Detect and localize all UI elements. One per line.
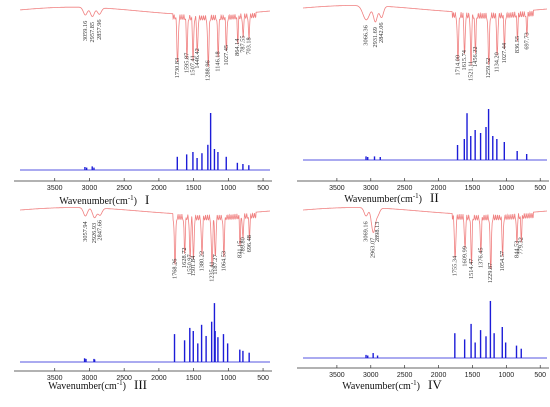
experimental-spectrum-IV (303, 207, 547, 270)
x-axis-title-II: Wavenumber(cm-1) (344, 192, 422, 205)
x-tick-label: 500 (534, 372, 546, 379)
peak-label: 2963.07 (370, 238, 377, 258)
peak-label: 3069.16 (363, 221, 370, 241)
peak-label: 1380.22 (198, 251, 205, 271)
peak-label: 1609.99 (461, 246, 468, 266)
x-tick-label: 1500 (186, 375, 202, 382)
peak-label: 864.14 (234, 38, 241, 56)
x-tick-label: 1000 (499, 185, 515, 192)
x-tick-label: 1500 (465, 372, 481, 379)
peak-label: 787.55 (240, 35, 247, 52)
x-tick-label: 3500 (47, 375, 63, 382)
panel-label-III: III (134, 377, 147, 392)
peak-label: 2926.93 (91, 223, 98, 243)
x-tick-label: 2500 (397, 372, 413, 379)
x-tick-label: 2500 (397, 185, 413, 192)
x-axis-title-III: Wavenumber(cm-1) (48, 379, 126, 392)
peak-label: 2847.66 (96, 220, 103, 240)
peak-label: 1376.45 (477, 248, 484, 268)
peak-label: 1514.47 (468, 259, 475, 279)
x-axis-title-I: Wavenumber(cm-1) (59, 194, 137, 207)
x-tick-label: 2000 (151, 375, 167, 382)
peak-label: 836.55 (514, 36, 521, 53)
peak-label: 1595.87 (183, 53, 190, 73)
peak-label: 1755.34 (452, 255, 459, 276)
x-tick-label: 500 (257, 375, 269, 382)
peak-label: 3059.16 (82, 21, 89, 41)
peak-label: 779.32 (518, 237, 525, 254)
peak-label: 3066.36 (363, 25, 370, 45)
panel-I: 3059.16 2957.85 2857.96 1730.83 1595.87 1507.… (14, 6, 272, 207)
peak-label: 1288.96 (205, 60, 212, 80)
x-tick-label: 1500 (465, 185, 481, 192)
x-tick-label: 3000 (82, 375, 98, 382)
peak-label: 1146.18 (215, 51, 222, 71)
peak-label: 831.15 (237, 241, 244, 258)
peak-label: 1229.87 (487, 263, 494, 283)
x-tick-label: 3500 (329, 372, 345, 379)
x-tick-label: 3500 (47, 185, 63, 192)
experimental-spectrum-II (303, 5, 547, 66)
peak-label: 696.48 (246, 235, 253, 252)
peak-label: 1064.53 (220, 251, 227, 271)
experimental-spectrum-III (20, 207, 270, 267)
x-tick-label: 2500 (116, 185, 132, 192)
panel-II: 3066.36 2931.69 2842.06 1714.00 1615.741521.… (297, 5, 549, 205)
x-tick-label: 1500 (186, 185, 202, 192)
peak-label: 1768.26 (171, 259, 178, 279)
peak-label: 1615.74 (461, 49, 468, 70)
x-tick-label: 1000 (499, 372, 515, 379)
panel-label-II: II (430, 190, 439, 205)
peak-label: 789.80 (239, 237, 246, 254)
peak-label: 1507.41 (190, 55, 197, 75)
x-tick-label: 1000 (221, 185, 237, 192)
panel-label-IV: IV (428, 377, 442, 392)
peak-label: 2957.85 (89, 22, 96, 42)
x-tick-label: 2000 (151, 185, 167, 192)
x-tick-label: 500 (534, 185, 546, 192)
peak-label: 1550.97 (187, 254, 194, 274)
x-tick-label: 3000 (82, 185, 98, 192)
x-tick-label: 3000 (363, 185, 379, 192)
peak-label: 1446.42 (194, 48, 201, 68)
peak-label: 1054.57 (499, 251, 506, 271)
peak-label: 703.18 (245, 37, 252, 54)
peak-label: 697.73 (523, 32, 530, 49)
peak-label: 1134.20 (494, 52, 501, 72)
peak-label: 1521.11 (467, 61, 474, 81)
peak-label: 1187.27 (212, 254, 219, 274)
peak-label: 1235.41 (208, 261, 215, 281)
x-axis-title-IV: Wavenumber(cm-1) (342, 379, 420, 392)
x-tick-label: 500 (257, 185, 269, 192)
peak-label: 1027.45 (223, 45, 230, 65)
x-tick-label: 2000 (431, 372, 447, 379)
peak-label: 1501.84 (190, 255, 197, 276)
peak-label: 1027.44 (501, 42, 508, 63)
x-tick-label: 3000 (363, 372, 379, 379)
x-tick-label: 1000 (221, 375, 237, 382)
peak-label: 2898.13 (374, 222, 381, 242)
peak-label: 2857.96 (96, 19, 103, 39)
peak-label: 2842.06 (378, 22, 385, 42)
peak-label: 3057.94 (82, 220, 89, 241)
x-tick-label: 2000 (431, 185, 447, 192)
peak-label: 2931.69 (372, 27, 379, 47)
x-tick-label: 3500 (329, 185, 345, 192)
peak-label: 1456.22 (472, 47, 479, 67)
experimental-spectrum-I (20, 6, 270, 68)
peak-label: 844.53 (513, 241, 520, 258)
peak-label: 1730.83 (174, 58, 181, 78)
x-tick-label: 2500 (116, 375, 132, 382)
peak-label: 1714.00 (454, 55, 461, 75)
peak-label: 1259.52 (485, 58, 492, 78)
peak-label: 1628.72 (181, 248, 188, 268)
panel-label-I: I (145, 192, 149, 207)
